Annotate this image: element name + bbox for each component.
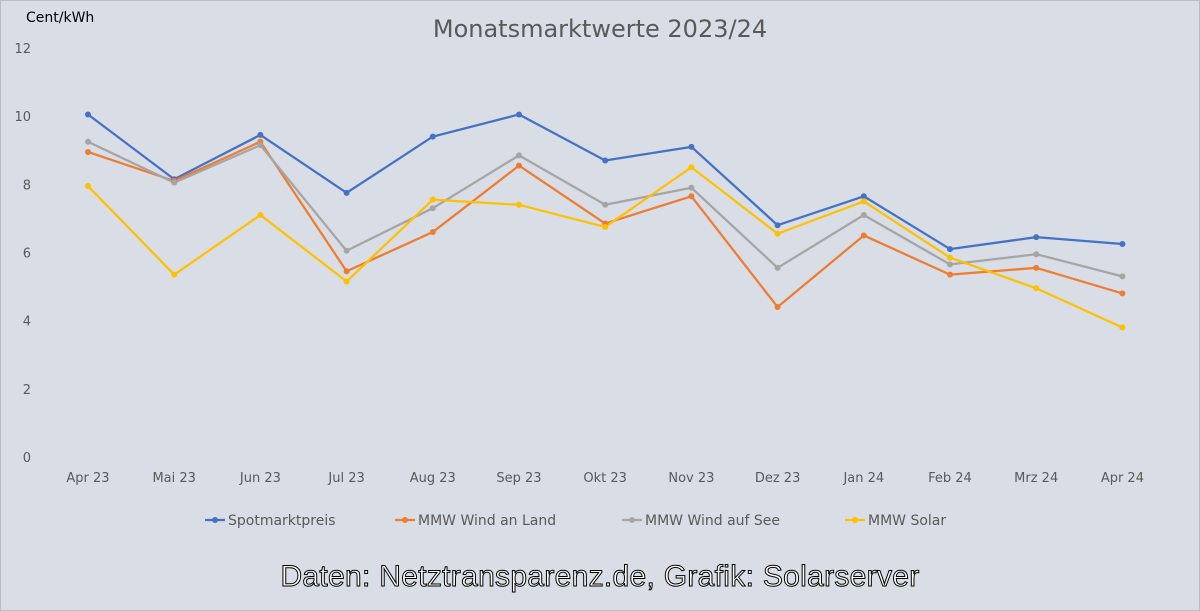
data-point — [860, 193, 867, 200]
y-tick-label: 6 — [23, 247, 31, 262]
x-tick-label: Jan 24 — [842, 471, 884, 486]
data-point — [343, 278, 350, 285]
data-point — [774, 264, 781, 271]
data-point — [171, 179, 178, 186]
data-point — [1033, 234, 1040, 241]
x-tick-label: Aug 23 — [410, 471, 456, 486]
x-tick-label: Okt 23 — [583, 471, 627, 486]
y-tick-label: 10 — [14, 110, 31, 125]
data-point — [1119, 324, 1126, 331]
x-tick-label: Mrz 24 — [1014, 471, 1058, 486]
data-point — [1119, 290, 1126, 297]
data-point — [85, 111, 91, 118]
legend-item: MMW Wind auf See — [622, 513, 780, 529]
source-credit: Daten: Netztransparenz.de, Grafik: Solar… — [280, 560, 920, 594]
data-point — [774, 222, 781, 229]
data-point — [429, 205, 436, 212]
y-tick-label: 8 — [23, 178, 31, 193]
data-point — [257, 142, 264, 149]
legend-label: Spotmarktpreis — [228, 513, 336, 529]
data-point — [257, 131, 264, 138]
y-axis-unit-label: Cent/kWh — [26, 10, 94, 26]
data-point — [602, 201, 609, 208]
x-tick-label: Apr 23 — [66, 471, 109, 486]
data-point — [947, 246, 953, 253]
legend-marker — [402, 517, 408, 523]
data-point — [516, 152, 522, 159]
data-point — [429, 229, 436, 236]
x-tick-label: Apr 24 — [1101, 471, 1144, 486]
legend-marker — [852, 517, 858, 523]
y-tick-label: 4 — [23, 315, 31, 330]
x-tick-label: Mai 23 — [152, 471, 195, 486]
data-point — [85, 183, 91, 190]
legend-marker — [629, 517, 635, 523]
legend-marker — [212, 517, 218, 523]
data-point — [1119, 273, 1126, 280]
legend-label: MMW Wind auf See — [645, 513, 780, 529]
data-point — [774, 230, 781, 237]
x-tick-label: Nov 23 — [668, 471, 714, 486]
data-point — [688, 164, 695, 171]
y-axis: 0 2 4 6 8 10 12 — [14, 42, 31, 466]
y-tick-label: 12 — [14, 42, 31, 57]
legend-item: Spotmarktpreis — [205, 513, 336, 529]
x-tick-label: Sep 23 — [496, 471, 541, 486]
x-tick-label: Jun 23 — [239, 471, 281, 486]
data-point — [774, 304, 781, 311]
legend: Spotmarktpreis MMW Wind an Land MMW Wind a… — [205, 513, 946, 529]
data-point — [602, 157, 609, 164]
data-point — [85, 138, 91, 145]
data-point — [343, 189, 350, 196]
data-point — [947, 271, 953, 278]
legend-item: MMW Solar — [845, 513, 946, 529]
data-point — [1033, 285, 1040, 292]
data-point — [257, 212, 264, 219]
data-point — [688, 143, 695, 150]
data-point — [860, 198, 867, 205]
legend-item: MMW Wind an Land — [395, 513, 556, 529]
legend-label: MMW Wind an Land — [418, 513, 556, 529]
data-point — [429, 133, 436, 140]
chart-title: Monatsmarktwerte 2023/24 — [433, 15, 767, 43]
data-point — [516, 162, 522, 169]
data-point — [688, 184, 695, 191]
data-point — [343, 268, 350, 275]
data-point — [1033, 251, 1040, 258]
legend-label: MMW Solar — [868, 513, 946, 529]
data-point — [688, 193, 695, 200]
x-tick-label: Feb 24 — [928, 471, 972, 486]
data-point — [1033, 264, 1040, 271]
data-point — [343, 247, 350, 254]
x-tick-label: Dez 23 — [755, 471, 801, 486]
data-point — [602, 223, 609, 230]
data-point — [516, 111, 522, 118]
data-point — [429, 196, 436, 203]
data-point — [860, 212, 867, 219]
data-point — [860, 232, 867, 239]
y-tick-label: 0 — [23, 451, 31, 466]
y-tick-label: 2 — [23, 383, 31, 398]
data-point — [171, 271, 178, 278]
x-tick-label: Jul 23 — [327, 471, 364, 486]
x-axis: Apr 23 Mai 23 Jun 23 Jul 23 Aug 23 Sep 23 Okt … — [66, 471, 1144, 486]
data-point — [947, 254, 953, 261]
data-point — [85, 148, 91, 155]
data-point — [947, 261, 953, 268]
data-point — [516, 201, 522, 208]
data-point — [1119, 240, 1126, 247]
plot-area — [85, 111, 1126, 331]
